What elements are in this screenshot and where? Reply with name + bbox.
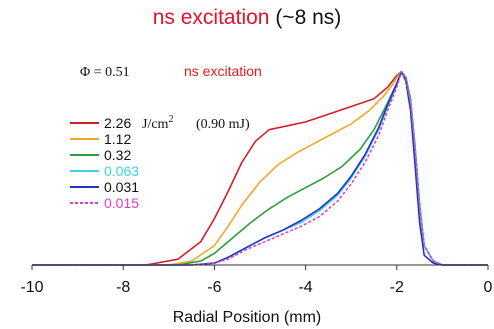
series-line-2.26 [32,70,488,266]
legend-unit-exponent: 2 [168,114,173,125]
excitation-annotation: ns excitation [184,63,262,79]
x-tick-label: -4 [298,279,312,296]
title-main: ns excitation [152,6,270,29]
series-line-1.12 [32,70,488,266]
series-line-0.015 [32,70,488,266]
legend-unit: J/cm2 [142,114,173,132]
legend-label: 0.063 [104,163,139,179]
legend-label: 0.32 [104,147,131,163]
legend-label: 0.031 [104,179,139,195]
legend-energy: (0.90 mJ) [196,117,250,132]
series-line-0.32 [32,70,488,266]
series-line-0.063 [32,70,488,266]
legend-label: 0.015 [104,195,139,211]
x-tick-label: -6 [207,279,221,296]
series-line-0.031 [32,70,488,266]
title-sub: (~8 ns) [275,6,342,29]
x-tick-label: 0 [484,279,493,296]
chart-title: ns excitation (~8 ns) [0,6,494,30]
legend-label: 1.12 [104,131,131,147]
x-tick-label: -8 [116,279,130,296]
x-axis-label: Radial Position (mm) [173,309,321,326]
x-tick-label: -2 [390,279,404,296]
x-tick-label: -10 [20,279,43,296]
plot-area [32,70,488,266]
legend-label: 2.26 [104,115,131,131]
phi-annotation: Φ = 0.51 [80,65,130,80]
x-axis: -10 -8 -6 -4 -2 0 [20,264,493,296]
